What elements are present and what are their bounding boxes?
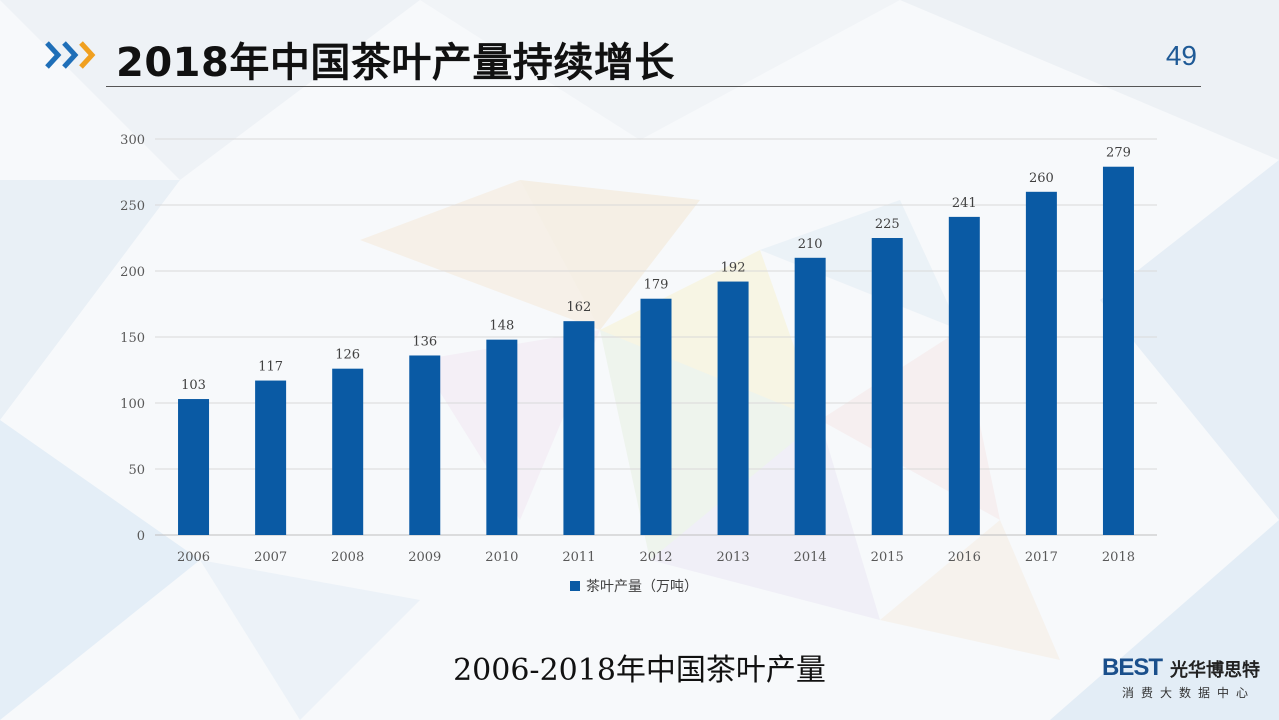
x-tick-label: 2012 [639, 550, 672, 565]
y-tick-label: 200 [120, 265, 145, 280]
bar [486, 339, 518, 535]
brand-logo: BEST 光华博思特 消费大数据中心 [1102, 654, 1262, 704]
bar [1025, 191, 1057, 536]
bar [640, 298, 672, 535]
bar [1102, 166, 1134, 535]
chevrons-icon [45, 41, 96, 69]
brand-name: 光华博思特 [1170, 660, 1260, 681]
data-label: 103 [181, 378, 206, 393]
bar [255, 380, 287, 535]
data-label: 148 [489, 319, 514, 334]
x-tick-label: 2018 [1102, 550, 1135, 565]
legend-swatch [570, 581, 580, 591]
bar [178, 399, 210, 535]
bar [717, 281, 749, 535]
bar [794, 257, 826, 535]
x-tick-label: 2009 [408, 550, 441, 565]
page-number: 49 [1165, 40, 1197, 71]
x-tick-label: 2017 [1025, 550, 1058, 565]
brand-tagline: 消费大数据中心 [1122, 686, 1256, 700]
x-tick-label: 2015 [871, 550, 904, 565]
x-tick-label: 2011 [562, 550, 595, 565]
data-label: 117 [258, 360, 283, 375]
bar [871, 238, 903, 535]
data-label: 225 [875, 217, 900, 232]
y-tick-label: 50 [128, 463, 145, 478]
data-label: 126 [335, 348, 360, 363]
y-tick-label: 300 [120, 133, 145, 148]
x-tick-label: 2016 [948, 550, 981, 565]
bar [948, 216, 980, 535]
x-tick-label: 2006 [177, 550, 210, 565]
data-label: 260 [1029, 171, 1054, 186]
data-label: 279 [1106, 146, 1131, 161]
data-label: 192 [721, 261, 746, 276]
x-tick-label: 2014 [794, 550, 827, 565]
bar [409, 355, 441, 535]
x-tick-label: 2008 [331, 550, 364, 565]
y-tick-label: 250 [120, 199, 145, 214]
data-label: 210 [798, 237, 823, 252]
y-tick-label: 150 [120, 331, 145, 346]
y-tick-label: 0 [137, 529, 145, 544]
brand-mark: BEST [1102, 654, 1163, 681]
page-title: 2018年中国茶叶产量持续增长 [116, 40, 675, 86]
legend-label: 茶叶产量（万吨） [586, 579, 698, 595]
bar [563, 321, 595, 535]
chart-caption: 2006-2018年中国茶叶产量 [453, 653, 826, 688]
y-tick-label: 100 [120, 397, 145, 412]
data-label: 179 [644, 278, 669, 293]
data-label: 136 [412, 334, 437, 349]
bar [332, 368, 364, 535]
x-tick-label: 2010 [485, 550, 518, 565]
header-divider [106, 86, 1201, 87]
x-tick-label: 2013 [717, 550, 750, 565]
x-tick-label: 2007 [254, 550, 287, 565]
data-label: 162 [567, 300, 592, 315]
data-label: 241 [952, 196, 977, 211]
